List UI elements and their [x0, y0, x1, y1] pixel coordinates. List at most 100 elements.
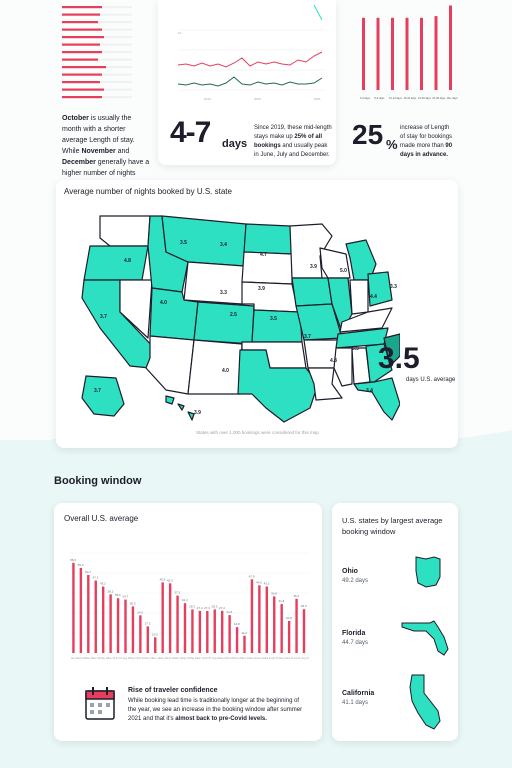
booking-window-bar [139, 615, 142, 653]
bar-value-label: 47.9 [249, 574, 255, 578]
map-label: 4.8 [330, 358, 337, 364]
bar-value-label: 32.4 [182, 598, 188, 602]
state-indiana [349, 279, 369, 315]
stay-length-card: 10 2019 2020 2021 4-7 days Since 2019, t… [158, 0, 336, 165]
booking-window-bar [280, 604, 283, 653]
bar-category-label: Oct 20 [227, 657, 235, 660]
stat-47-value: 4-7 [170, 116, 211, 149]
rise-title: Rise of traveler confidence [128, 687, 218, 694]
booking-window-bar [154, 637, 157, 653]
booking-window-bar [161, 582, 164, 653]
booking-window-bar [191, 609, 194, 653]
bar-value-label: 34.7 [122, 595, 128, 599]
bar-value-label: 27.3 [204, 606, 210, 610]
bar-category-label: Jan 20 [160, 657, 168, 660]
map-label: 4.0 [160, 300, 167, 306]
bar-value-label: 55.3 [78, 563, 84, 567]
state-south-dakota [241, 251, 293, 285]
mini-bar [62, 6, 102, 9]
bar-category-label: Jan 19 [71, 657, 79, 660]
booking-window-bar [124, 599, 127, 653]
bar-value-label: 50.7 [85, 570, 91, 574]
bar-value-label: 36.8 [271, 591, 277, 595]
booking-window-bar [206, 611, 209, 653]
map-label: 3.4 [366, 388, 373, 394]
bar-value-label: 24.5 [137, 610, 143, 614]
bar-category-label: Mar 21 [264, 657, 272, 660]
map-label: 2.5 [230, 312, 237, 318]
state-hawaii [165, 395, 195, 421]
booking-window-bar [146, 626, 150, 653]
state-washington [99, 215, 151, 247]
bar-value-label: 27.4 [197, 606, 203, 610]
bar-value-label: 30.3 [130, 601, 136, 605]
map-label: 3.7 [304, 334, 311, 340]
booking-window-bar [87, 575, 90, 653]
bar-value-label: 11.2 [241, 631, 247, 635]
bar-value-label: 45.3 [167, 578, 173, 582]
state-georgia [365, 343, 393, 383]
bar-value-label: 47.1 [93, 576, 99, 580]
stat-25-value: 25 [352, 119, 384, 150]
chart-title: Overall U.S. average [64, 514, 139, 523]
bar-category-label: Aug 21 [301, 657, 309, 660]
bar-category-label: Apr 19 [93, 657, 101, 660]
booking-window-card: Overall U.S. average 58.6 Jan 19 55.3 Feb 1… [54, 503, 322, 741]
booking-window-bar [213, 609, 216, 653]
lead-time-bar-label: 31-60 days [418, 96, 432, 100]
bar-value-label: 58.6 [70, 558, 76, 562]
svg-text:2021: 2021 [314, 97, 321, 101]
svg-text:2020: 2020 [254, 97, 261, 101]
state-kentucky [339, 307, 393, 333]
state-colorado [193, 301, 255, 345]
section-title: Booking window [54, 475, 142, 487]
svg-text:10: 10 [178, 31, 182, 35]
map-label: 4.4 [370, 294, 377, 300]
map-label: 4.7 [260, 252, 267, 258]
bar-category-label: Feb 21 [257, 657, 265, 660]
booking-window-bar [243, 635, 246, 653]
lead-time-bar-label: 61-90 days [433, 96, 447, 100]
october-note: October is usually the month with a shor… [62, 115, 150, 188]
bar-value-label: 28.5 [301, 604, 307, 608]
bar-category-label: Dec 20 [242, 657, 250, 660]
map-average-value: 3.5 [378, 342, 420, 375]
bar-category-label: Oct 19 [138, 657, 146, 660]
state-days: 49.2 days [342, 578, 369, 584]
booking-window-bar [220, 610, 224, 653]
booking-window-bar [228, 615, 231, 653]
map-average-label: days U.S. average [406, 377, 456, 383]
map-label: 5.0 [340, 268, 347, 274]
bar-category-label: Aug 19 [123, 657, 131, 660]
booking-window-bar [250, 579, 254, 653]
map-label: 3.3 [390, 284, 397, 290]
booking-window-bar [94, 580, 97, 653]
bar-category-label: Jul 19 [115, 657, 122, 660]
state-south-carolina [383, 333, 400, 367]
booking-window-bar [183, 603, 187, 653]
bar-category-label: Feb 19 [78, 657, 86, 660]
booking-window-bar [79, 567, 83, 653]
bar-category-label: Aug 20 [212, 657, 220, 660]
booking-window-bar [176, 595, 179, 653]
state-kansas [251, 309, 303, 343]
lead-time-bar-label: 15-30 days [404, 96, 418, 100]
lead-time-bar-label: 90+ days [447, 96, 458, 100]
state-ohio [367, 271, 393, 307]
bar-value-label: 28.3 [189, 604, 195, 608]
side-title: U.S. states by largest average booking w… [342, 516, 443, 536]
booking-window-bar [265, 586, 269, 653]
lead-time-bar [376, 17, 380, 91]
map-label: 3.5 [270, 316, 277, 322]
lead-time-bar [405, 17, 409, 91]
mini-bar [62, 81, 100, 84]
map-label: 3.4 [220, 242, 227, 248]
us-map: 3.5 3.4 4.7 4.8 3.9 5.0 4.4 3.3 3.3 4.0 … [81, 215, 400, 423]
map-label: 4.0 [222, 368, 229, 374]
map-card: Average number of nights booked by U.S. … [56, 180, 458, 448]
california-shape [409, 674, 441, 730]
lead-time-bar [434, 16, 438, 90]
lead-time-bar [449, 5, 452, 91]
booking-window-bar [273, 596, 276, 653]
bar-category-label: Apr 21 [272, 657, 280, 660]
